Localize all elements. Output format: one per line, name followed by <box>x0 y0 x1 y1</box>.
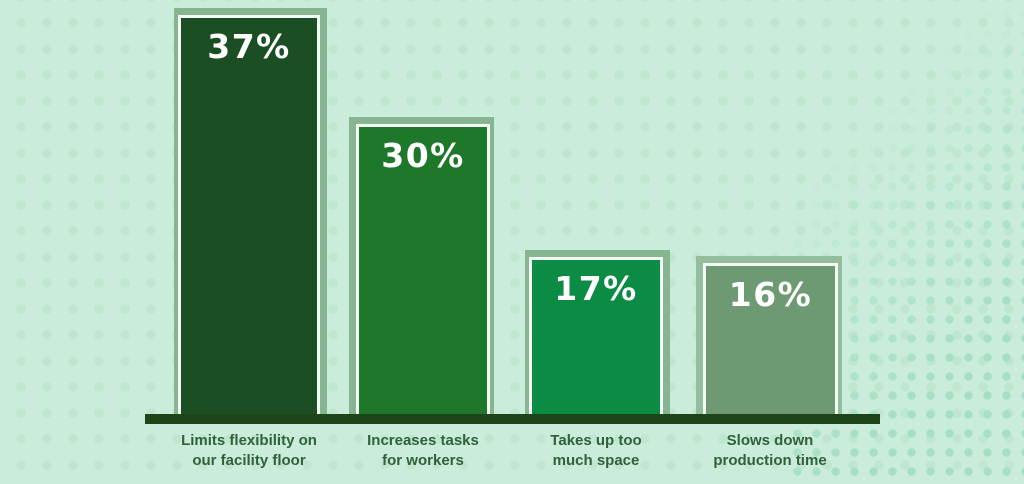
category-label-line: our facility floor <box>192 452 306 470</box>
category-label-slows-production: Slows down production time <box>660 431 880 472</box>
bar-takes-up-space: 17% <box>525 250 670 414</box>
category-label-line: Limits flexibility on <box>181 432 317 449</box>
category-label-line: Increases tasks <box>367 432 479 449</box>
category-label-line: much space <box>552 452 640 470</box>
category-label-line: Takes up too <box>550 432 642 449</box>
category-label-limits-flexibility: Limits flexibility on our facility floor <box>139 431 359 472</box>
bar-slows-production: 16% <box>696 256 842 414</box>
bar-rect: 37% <box>178 15 320 414</box>
category-label-line: for workers <box>382 452 464 470</box>
bar-value-label: 37% <box>207 27 291 66</box>
baseline-axis <box>145 414 880 424</box>
bar-limits-flexibility: 37% <box>174 8 327 414</box>
category-label-line: Slows down <box>726 432 814 449</box>
bar-increases-tasks: 30% <box>349 117 494 414</box>
bar-rect: 30% <box>356 124 490 414</box>
bar-value-label: 17% <box>554 269 638 308</box>
bar-rect: 17% <box>529 257 663 414</box>
bar-value-label: 30% <box>381 136 465 175</box>
category-label-line: production time <box>713 452 827 470</box>
bar-rect: 16% <box>703 263 838 414</box>
category-label-takes-up-space: Takes up too much space <box>486 431 706 472</box>
category-label-increases-tasks: Increases tasks for workers <box>313 431 533 472</box>
bar-value-label: 16% <box>728 275 813 314</box>
